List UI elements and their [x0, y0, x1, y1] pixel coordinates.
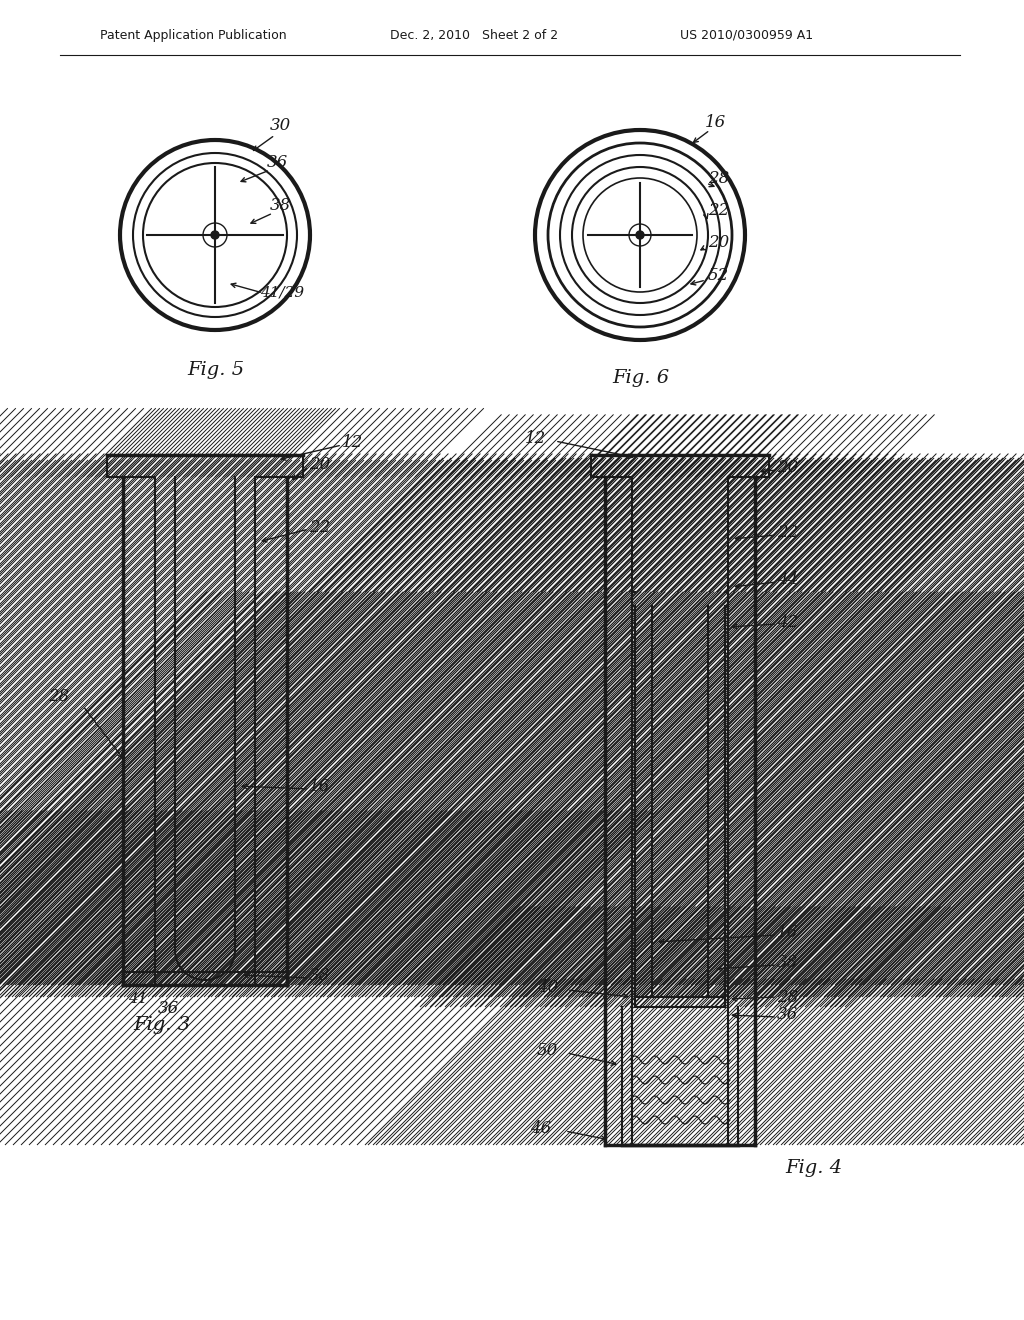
Text: 38: 38	[777, 954, 799, 972]
Text: Patent Application Publication: Patent Application Publication	[100, 29, 287, 41]
Text: Fig. 3: Fig. 3	[133, 1016, 190, 1034]
Text: 28: 28	[708, 170, 729, 187]
Text: 12: 12	[525, 430, 546, 447]
Bar	[591, 455, 632, 477]
Text: 22: 22	[309, 519, 331, 536]
Text: 16: 16	[309, 777, 331, 795]
Text: 30: 30	[270, 117, 291, 135]
Text: US 2010/0300959 A1: US 2010/0300959 A1	[680, 29, 813, 41]
Text: 36: 36	[777, 1006, 799, 1023]
Text: 16: 16	[705, 114, 726, 131]
Bar	[255, 455, 303, 477]
Text: 42: 42	[777, 614, 799, 631]
Bar	[106, 455, 155, 477]
Text: 38: 38	[309, 968, 331, 983]
Text: 22: 22	[708, 202, 729, 219]
Text: Fig. 6: Fig. 6	[612, 370, 669, 387]
Circle shape	[636, 231, 644, 239]
Text: 20: 20	[708, 234, 729, 251]
Text: 44: 44	[777, 572, 799, 587]
Bar	[635, 997, 725, 1007]
Text: 38: 38	[270, 197, 291, 214]
Text: 46: 46	[530, 1119, 551, 1137]
Text: 36: 36	[158, 1001, 179, 1016]
Text: 28: 28	[777, 989, 799, 1006]
Bar	[123, 972, 287, 985]
Bar	[635, 606, 652, 997]
Text: 20: 20	[309, 455, 331, 473]
Bar	[605, 477, 632, 591]
Bar	[728, 455, 769, 477]
Bar	[708, 606, 725, 997]
Circle shape	[211, 231, 219, 239]
Text: 50: 50	[537, 1041, 558, 1059]
Text: 16: 16	[777, 924, 799, 941]
Bar	[123, 477, 155, 985]
Text: Fig. 4: Fig. 4	[785, 1159, 842, 1177]
Text: 40: 40	[537, 979, 558, 997]
Bar	[728, 477, 755, 591]
Text: 22: 22	[777, 524, 799, 541]
Text: 52: 52	[708, 267, 729, 284]
Text: 36: 36	[267, 154, 288, 172]
Text: 12: 12	[342, 434, 364, 451]
Bar	[605, 997, 1024, 1144]
Bar	[728, 997, 755, 1144]
Text: 28: 28	[48, 688, 70, 705]
Text: 20: 20	[777, 459, 799, 477]
Text: Dec. 2, 2010   Sheet 2 of 2: Dec. 2, 2010 Sheet 2 of 2	[390, 29, 558, 41]
Text: Fig. 5: Fig. 5	[187, 360, 244, 379]
Text: 41: 41	[128, 993, 147, 1006]
Bar	[255, 477, 287, 985]
Text: 41/29: 41/29	[260, 286, 304, 300]
